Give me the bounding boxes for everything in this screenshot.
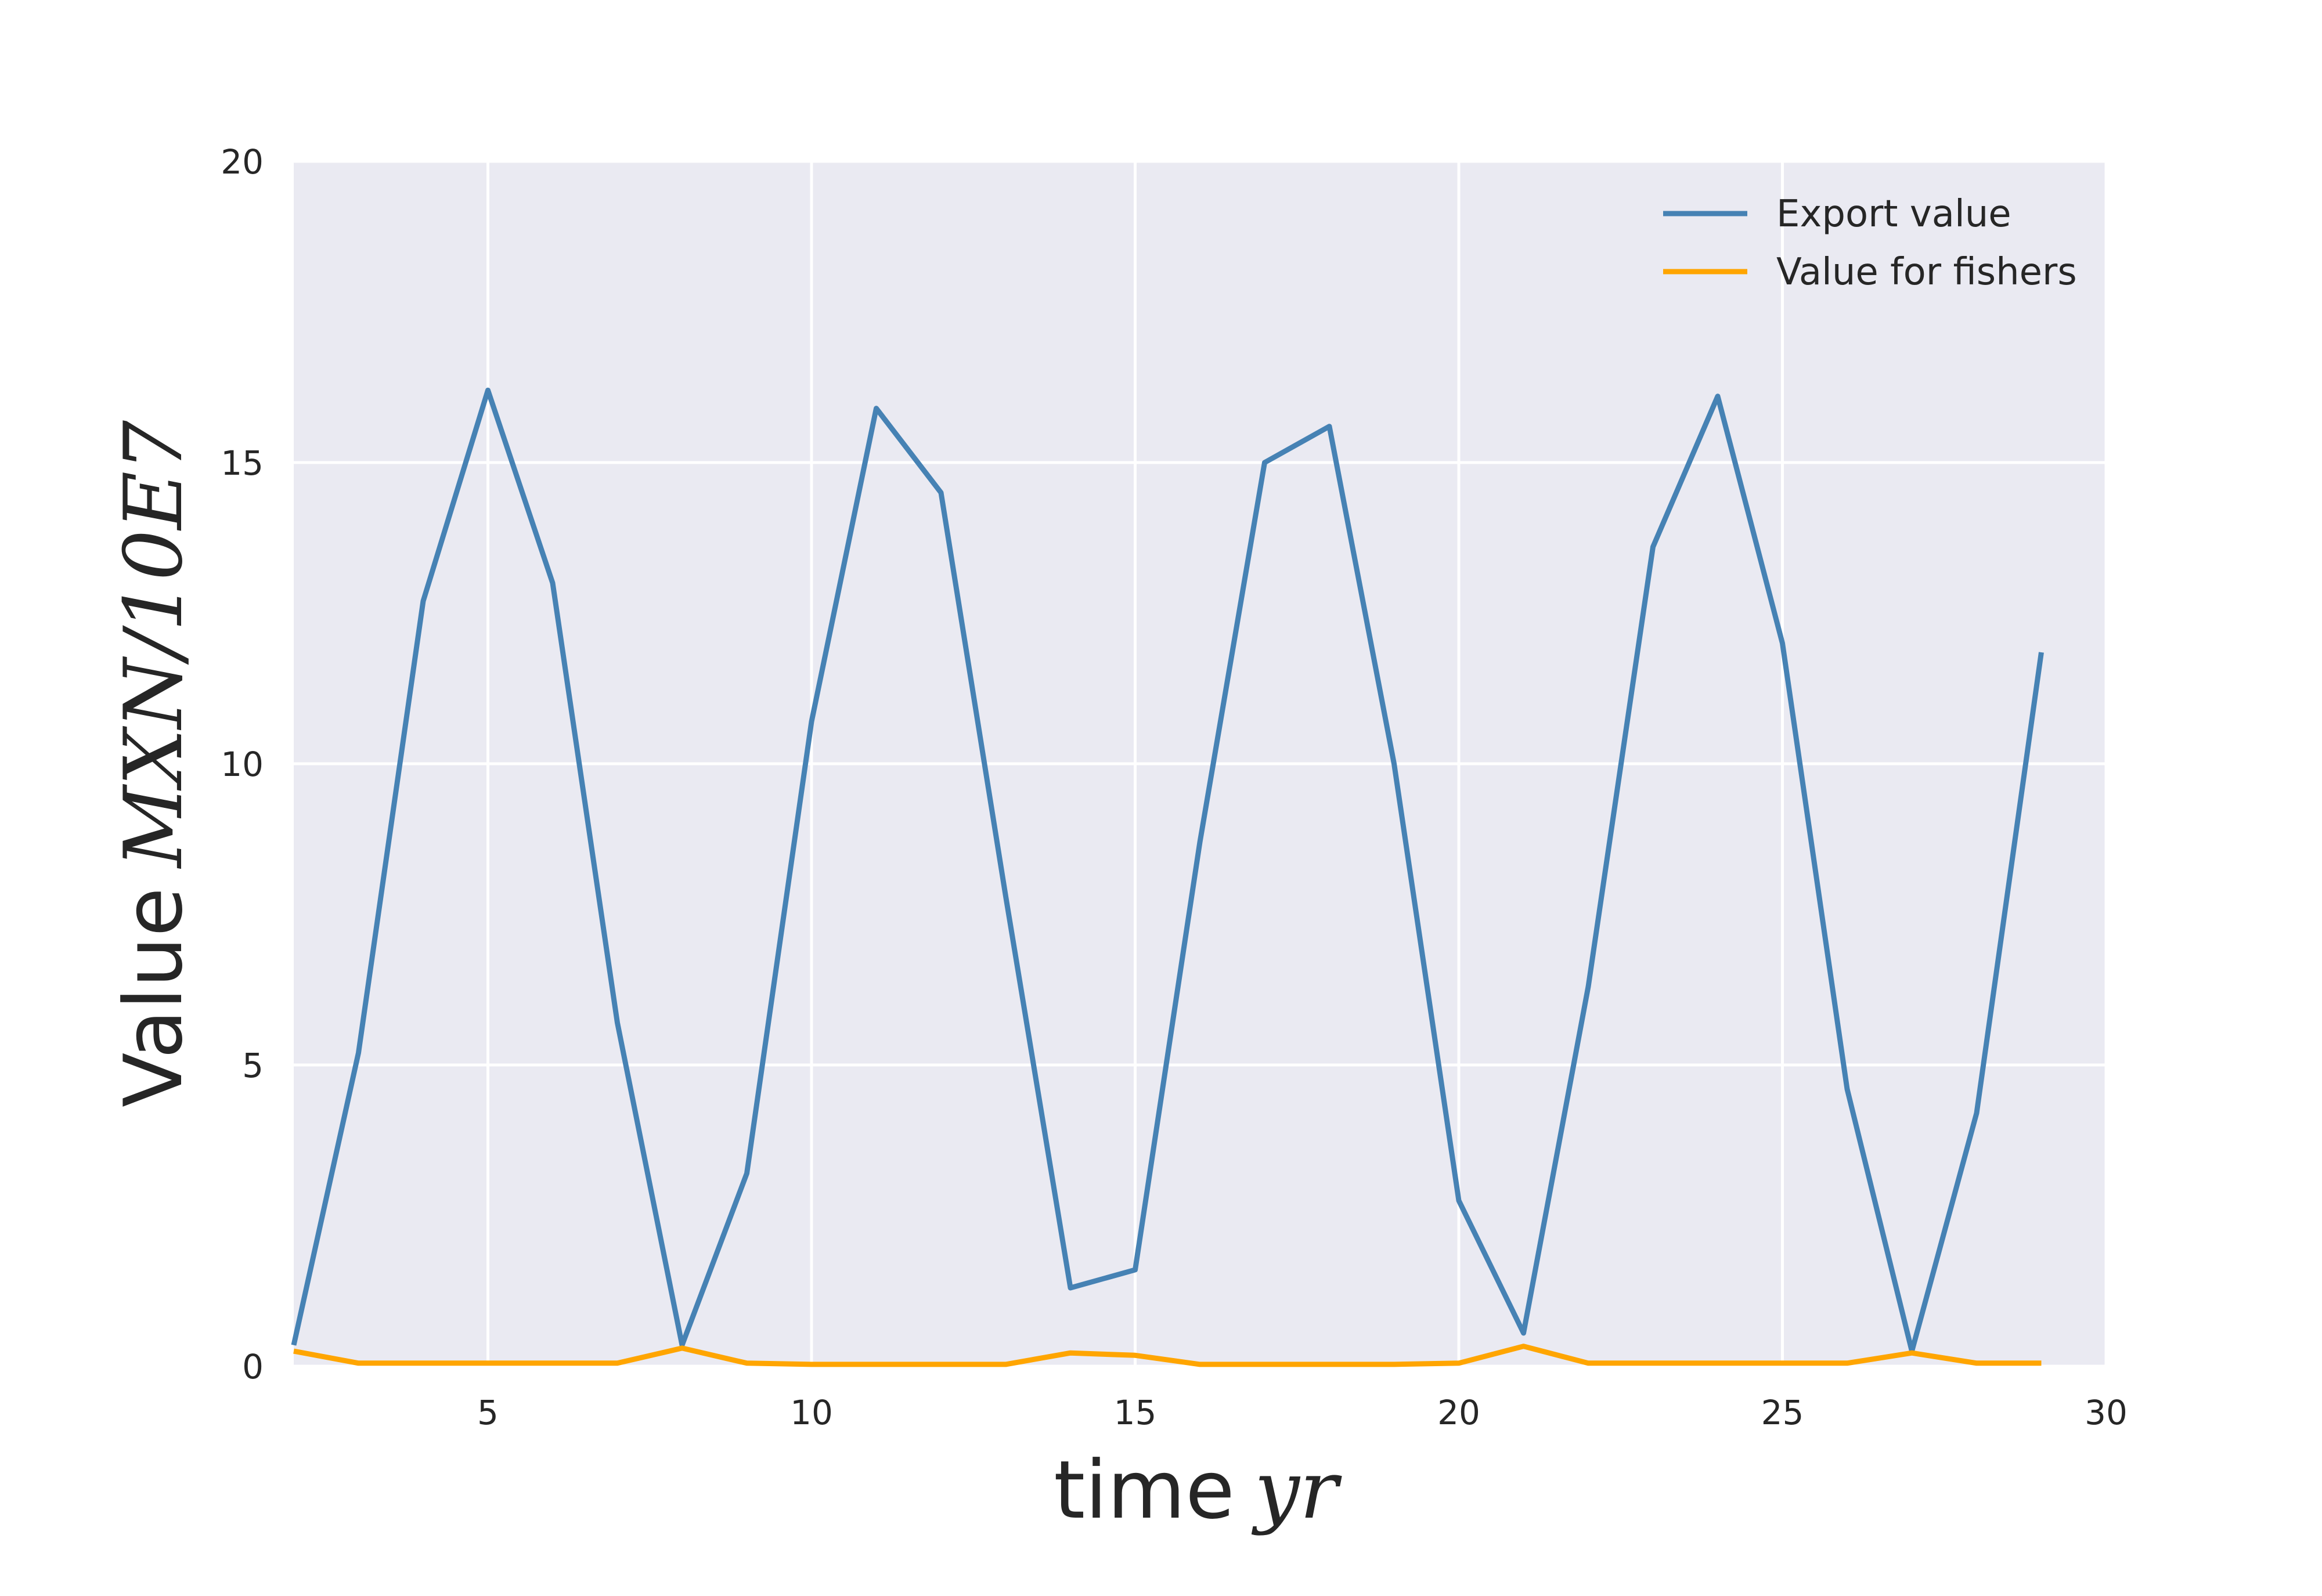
legend: Export value Value for fishers	[1663, 193, 2077, 294]
y-axis-label: Value MXN/10E7	[107, 420, 200, 1107]
y-tick-label: 5	[242, 1046, 264, 1085]
legend-label: Export value	[1776, 193, 2011, 236]
series-lines	[291, 387, 2044, 1367]
legend-label: Value for fishers	[1776, 251, 2077, 294]
y-tick-labels: 0 5 10 15 20	[221, 142, 264, 1386]
x-tick-labels: 5 10 15 20 25 30	[477, 1393, 2128, 1432]
grid-lines	[294, 160, 2108, 1368]
y-tick-label: 20	[221, 142, 264, 182]
value-for-fishers-line	[293, 1344, 2042, 1367]
y-tick-label: 15	[221, 443, 264, 483]
y-tick-label: 0	[242, 1347, 264, 1386]
y-tick-label: 10	[221, 745, 264, 784]
x-axis-label-main: time	[1054, 1443, 1235, 1537]
x-axis-label-math: yr	[1251, 1443, 1342, 1537]
x-axis-label: time yr	[1054, 1443, 1342, 1537]
x-tick-label: 15	[1114, 1393, 1157, 1432]
x-tick-label: 10	[790, 1393, 833, 1432]
x-tick-label: 20	[1437, 1393, 1480, 1432]
x-tick-label: 25	[1761, 1393, 1804, 1432]
y-axis-label-math: MXN/10E7	[107, 420, 200, 869]
x-tick-label: 30	[2085, 1393, 2128, 1432]
export-value-line	[291, 387, 2044, 1354]
y-axis-label-main: Value	[107, 887, 200, 1107]
x-tick-label: 5	[477, 1393, 499, 1432]
